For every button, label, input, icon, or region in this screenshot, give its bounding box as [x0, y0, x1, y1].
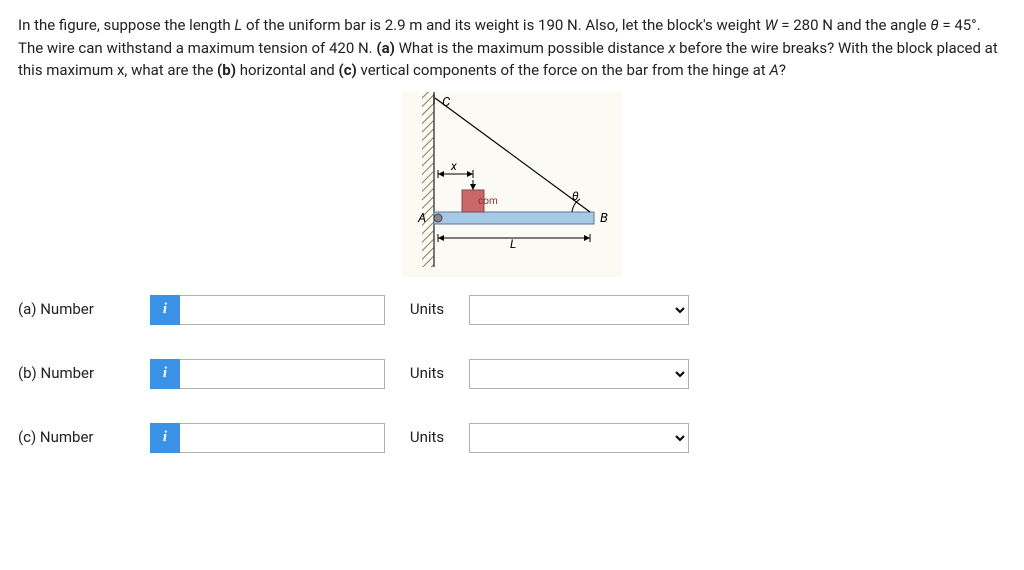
units-label-b: Units — [397, 362, 457, 385]
label-com: com — [478, 196, 498, 207]
units-label-c: Units — [397, 426, 457, 449]
answer-c-number-input[interactable] — [180, 423, 385, 453]
answer-b-number-input[interactable] — [180, 359, 385, 389]
physics-figure: C A B θ x com L — [402, 92, 622, 277]
label-A: A — [417, 211, 426, 226]
label-L: L — [510, 237, 516, 251]
answer-b-units-select[interactable] — [469, 359, 689, 389]
label-theta: θ — [572, 189, 579, 203]
answer-c-units-select[interactable] — [469, 423, 689, 453]
answer-row-a: (a) Number i Units — [18, 295, 1006, 325]
answer-c-label: (c) Number — [18, 426, 138, 449]
figure-container: C A B θ x com L — [18, 92, 1006, 277]
answer-row-b: (b) Number i Units — [18, 359, 1006, 389]
answer-a-label: (a) Number — [18, 298, 138, 321]
answer-a-number-input[interactable] — [180, 295, 385, 325]
problem-statement: In the figure, suppose the length L of t… — [18, 14, 1006, 82]
label-x: x — [450, 159, 457, 173]
answer-row-c: (c) Number i Units — [18, 423, 1006, 453]
answers-section: (a) Number i Units (b) Number i Units (c… — [18, 295, 1006, 453]
answer-a-units-select[interactable] — [469, 295, 689, 325]
label-B: B — [600, 211, 608, 226]
label-C: C — [442, 95, 451, 110]
info-icon[interactable]: i — [150, 423, 180, 453]
answer-b-label: (b) Number — [18, 362, 138, 385]
info-icon[interactable]: i — [150, 359, 180, 389]
info-icon[interactable]: i — [150, 295, 180, 325]
units-label-a: Units — [397, 298, 457, 321]
